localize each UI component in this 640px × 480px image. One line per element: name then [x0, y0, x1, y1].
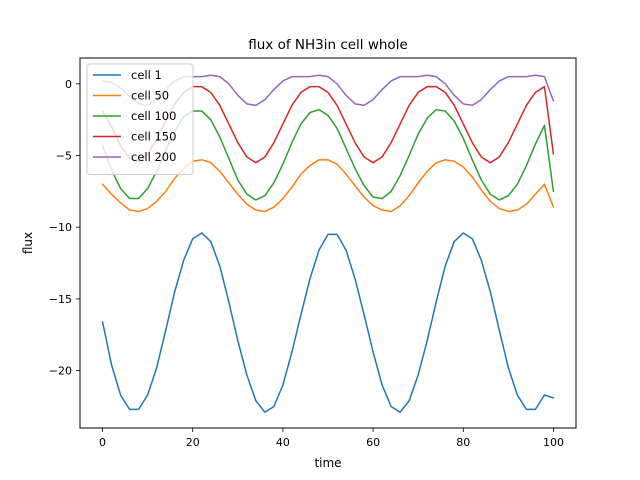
legend-entry: cell 100	[131, 109, 176, 123]
legend-entry: cell 200	[131, 150, 176, 164]
x-tick-label: 100	[543, 436, 564, 449]
legend-box	[86, 63, 194, 175]
axes-frame	[79, 57, 577, 429]
y-tick-label: −10	[49, 221, 72, 234]
series-line-cell-1	[101, 232, 555, 413]
x-axis-ticks: 0 20 40 60 80 100	[99, 428, 564, 449]
x-tick-label: 0	[99, 436, 106, 449]
x-axis-label: time	[314, 456, 341, 470]
y-tick-label: −20	[49, 365, 72, 378]
y-tick-label: −5	[56, 150, 72, 163]
legend-entry: cell 150	[131, 130, 176, 144]
x-tick-label: 60	[366, 436, 380, 449]
y-axis-label: flux	[21, 232, 35, 254]
x-tick-label: 80	[456, 436, 470, 449]
chart-title: flux of NH3in cell whole	[248, 37, 408, 53]
legend-entry: cell 1	[131, 68, 162, 82]
x-tick-label: 40	[276, 436, 290, 449]
legend: cell 1 cell 50 cell 100 cell 150 cell 200	[86, 63, 194, 175]
legend-entry: cell 50	[131, 89, 169, 103]
y-tick-label: 0	[65, 78, 72, 91]
series-line-cell-50	[101, 159, 555, 213]
y-tick-label: −15	[49, 293, 72, 306]
x-tick-label: 20	[186, 436, 200, 449]
y-axis-ticks: 0 −5 −10 −15 −20	[49, 78, 80, 378]
